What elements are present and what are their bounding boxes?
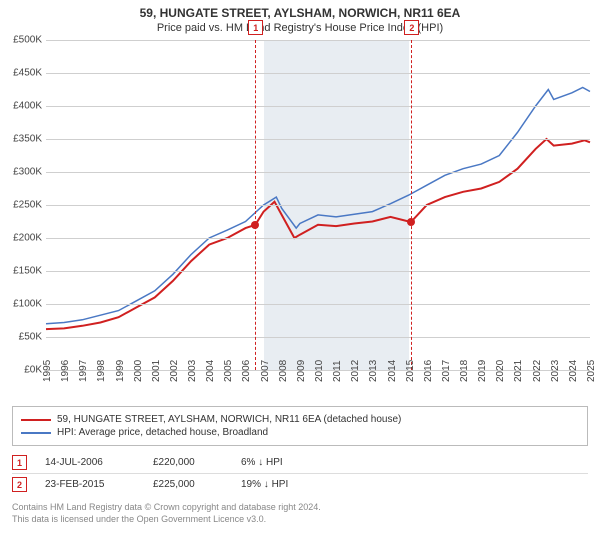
x-tick-label: 2007 (260, 360, 271, 382)
y-tick-label: £0K (24, 365, 42, 376)
footer-line-2: This data is licensed under the Open Gov… (12, 513, 588, 525)
y-tick-label: £100K (13, 299, 42, 310)
x-tick-label: 2005 (223, 360, 234, 382)
chart-title-2: Price paid vs. HM Land Registry's House … (8, 22, 592, 34)
event-flag: 1 (248, 20, 263, 35)
x-tick-label: 2003 (187, 360, 198, 382)
x-tick-label: 2013 (368, 360, 379, 382)
x-tick-label: 2025 (586, 360, 597, 382)
y-tick-label: £300K (13, 167, 42, 178)
x-tick-label: 1995 (42, 360, 53, 382)
sale-note-2: 19% ↓ HPI (241, 479, 288, 490)
y-tick-label: £400K (13, 101, 42, 112)
sale-flag-2: 2 (12, 477, 27, 492)
x-tick-label: 2002 (169, 360, 180, 382)
x-tick-label: 2017 (441, 360, 452, 382)
plot: 12 (46, 40, 590, 370)
x-tick-label: 1997 (78, 360, 89, 382)
legend-swatch-1 (21, 419, 51, 421)
event-line (411, 40, 412, 370)
x-tick-label: 2023 (550, 360, 561, 382)
legend: 59, HUNGATE STREET, AYLSHAM, NORWICH, NR… (12, 406, 588, 446)
x-tick-label: 1999 (115, 360, 126, 382)
sale-note-1: 6% ↓ HPI (241, 457, 283, 468)
event-flag: 2 (404, 20, 419, 35)
x-tick-label: 2014 (387, 360, 398, 382)
chart-title-1: 59, HUNGATE STREET, AYLSHAM, NORWICH, NR… (8, 6, 592, 20)
x-tick-label: 1998 (96, 360, 107, 382)
sale-row: 2 23-FEB-2015 £225,000 19% ↓ HPI (12, 474, 588, 495)
chart-area: £0K£50K£100K£150K£200K£250K£300K£350K£40… (46, 40, 590, 370)
x-tick-label: 2020 (495, 360, 506, 382)
y-tick-label: £50K (19, 332, 42, 343)
x-tick-label: 2012 (350, 360, 361, 382)
x-tick-label: 2011 (332, 360, 343, 382)
x-tick-label: 2009 (296, 360, 307, 382)
legend-item-1: 59, HUNGATE STREET, AYLSHAM, NORWICH, NR… (21, 414, 579, 425)
y-tick-label: £500K (13, 35, 42, 46)
sale-date-1: 14-JUL-2006 (45, 457, 135, 468)
x-tick-label: 2016 (423, 360, 434, 382)
series-line-1 (46, 139, 590, 329)
sale-price-1: £220,000 (153, 457, 223, 468)
x-tick-label: 2019 (477, 360, 488, 382)
x-tick-label: 1996 (60, 360, 71, 382)
legend-label-1: 59, HUNGATE STREET, AYLSHAM, NORWICH, NR… (57, 414, 401, 425)
sale-row: 1 14-JUL-2006 £220,000 6% ↓ HPI (12, 452, 588, 474)
sale-price-2: £225,000 (153, 479, 223, 490)
y-tick-label: £350K (13, 134, 42, 145)
y-tick-label: £150K (13, 266, 42, 277)
y-tick-label: £450K (13, 68, 42, 79)
x-tick-label: 2006 (241, 360, 252, 382)
x-tick-label: 2008 (278, 360, 289, 382)
sale-flag-1: 1 (12, 455, 27, 470)
x-tick-label: 2010 (314, 360, 325, 382)
y-axis: £0K£50K£100K£150K£200K£250K£300K£350K£40… (0, 40, 44, 370)
x-tick-label: 2015 (405, 360, 416, 382)
sale-marker (251, 221, 259, 229)
sales-table: 1 14-JUL-2006 £220,000 6% ↓ HPI 2 23-FEB… (12, 452, 588, 495)
legend-label-2: HPI: Average price, detached house, Broa… (57, 427, 268, 438)
x-tick-label: 2001 (151, 360, 162, 382)
x-tick-label: 2018 (459, 360, 470, 382)
x-tick-label: 2024 (568, 360, 579, 382)
legend-item-2: HPI: Average price, detached house, Broa… (21, 427, 579, 438)
footer-line-1: Contains HM Land Registry data © Crown c… (12, 501, 588, 513)
legend-swatch-2 (21, 432, 51, 434)
footer: Contains HM Land Registry data © Crown c… (12, 501, 588, 525)
x-tick-label: 2022 (532, 360, 543, 382)
x-tick-label: 2004 (205, 360, 216, 382)
sale-date-2: 23-FEB-2015 (45, 479, 135, 490)
y-tick-label: £200K (13, 233, 42, 244)
x-axis: 1995199619971998199920002001200220032004… (46, 370, 590, 398)
x-tick-label: 2021 (513, 360, 524, 382)
x-tick-label: 2000 (133, 360, 144, 382)
event-line (255, 40, 256, 370)
y-tick-label: £250K (13, 200, 42, 211)
sale-marker (407, 218, 415, 226)
